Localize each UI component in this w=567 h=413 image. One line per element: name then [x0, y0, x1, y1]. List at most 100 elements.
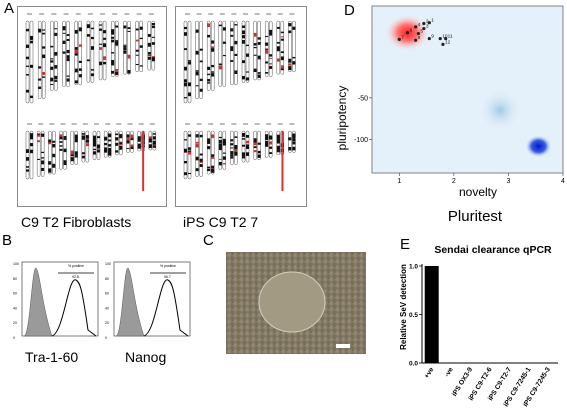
- hist-tra160-ytick: 40: [13, 306, 17, 310]
- chromosome-label-mark: [82, 123, 88, 125]
- karyotype-fibroblasts: [17, 6, 167, 207]
- chromosome-label-mark: [149, 123, 155, 125]
- chromosome: [135, 20, 139, 73]
- chromosome: [119, 130, 123, 156]
- pluritest-sample-point: [397, 37, 401, 42]
- chromosome: [96, 130, 101, 161]
- sex-chromosome-marker: [281, 131, 284, 191]
- pluritest-xlabel: novelty: [459, 185, 497, 199]
- chromosome: [127, 20, 131, 75]
- chromosome: [210, 130, 215, 175]
- chromosome: [268, 20, 273, 78]
- chromosome: [139, 20, 143, 73]
- chromosome: [78, 20, 82, 86]
- hist-nanog-gate-label: % positive: [160, 264, 176, 268]
- chromosome: [230, 130, 234, 165]
- chromosome-label-mark: [51, 13, 57, 15]
- pluritest-xtick-label: 4: [561, 178, 565, 185]
- chromosome: [264, 20, 269, 78]
- chromosome: [222, 20, 227, 87]
- hist-tra160-gate-label: % positive: [68, 264, 84, 268]
- pluritest-sample-point: [444, 36, 448, 41]
- pluritest-sample-label: 3: [426, 24, 429, 30]
- chromosome: [40, 130, 45, 177]
- panel-label-b: B: [2, 232, 13, 249]
- hist-nanog-ytick: 20: [105, 321, 109, 325]
- sendai-ylabel: Relative SeV detection: [399, 264, 408, 350]
- chromosome: [25, 20, 30, 104]
- chromosome: [36, 130, 41, 177]
- hist-nanog-isotype-control: [115, 267, 145, 337]
- chromosome: [90, 20, 95, 83]
- chromosome: [276, 20, 281, 75]
- chromosome-label-mark: [196, 13, 202, 15]
- chromosome: [264, 130, 269, 158]
- chromosome: [48, 130, 52, 175]
- chromosome-label-mark: [100, 13, 106, 15]
- pluritest-sample-label: 10: [442, 34, 448, 40]
- chromosome: [151, 20, 156, 71]
- sendai-category-label: +ve: [423, 366, 435, 380]
- panel-label-d: D: [344, 2, 355, 19]
- pluritest-sample-label: 1: [431, 18, 434, 24]
- pluritest-sample-label: 11: [448, 34, 453, 40]
- chromosome: [66, 20, 70, 87]
- chromosome: [107, 130, 112, 158]
- chromosome-label-mark: [219, 123, 225, 125]
- chromosome-label-mark: [185, 123, 190, 125]
- hist-nanog-ytick: 0: [105, 336, 107, 340]
- flow-histogram-tra160-plot: % positive 92.8 100 80 60 40 20 0: [13, 261, 99, 340]
- chromosome-label-mark: [87, 13, 93, 15]
- pluritest-ylabel: pluripotency: [335, 86, 349, 151]
- chromosome: [52, 130, 56, 175]
- chromosome: [292, 130, 296, 153]
- chromosome: [253, 130, 257, 161]
- chromosome: [218, 130, 223, 170]
- chromosome-label-mark: [75, 13, 81, 15]
- pluritest-sample-point: [422, 21, 426, 26]
- chromosome: [25, 130, 30, 180]
- chromosome: [206, 20, 211, 91]
- chromosome: [41, 20, 46, 100]
- pluritest-sample-label: 8: [418, 35, 421, 41]
- sex-chromosome-marker: [142, 131, 145, 191]
- pluritest-xtick-label: 3: [506, 178, 510, 185]
- pluritest-sample-label: 4: [418, 22, 421, 28]
- chromosome: [74, 20, 78, 86]
- chromosome-label-mark: [49, 123, 55, 125]
- pluritest-ytick-label: -100: [354, 137, 368, 144]
- pluritest-sample-point: [422, 26, 426, 31]
- chromosome: [54, 20, 58, 91]
- sendai-svg: Sendai clearance qPCR Relative SeV detec…: [399, 244, 558, 408]
- hist-tra160-isotype-control: [23, 267, 53, 337]
- chromosome: [218, 20, 223, 87]
- pluritest-sample-point: [438, 36, 442, 41]
- chromosome: [222, 130, 227, 170]
- chromosome: [152, 130, 157, 151]
- chromosome-label-mark: [136, 13, 142, 15]
- chromosome-label-mark: [185, 13, 190, 15]
- chromosome: [29, 20, 34, 104]
- pluritest-sample-label: 7: [401, 34, 404, 40]
- chromosome: [280, 20, 285, 75]
- chromosome-label-mark: [277, 13, 283, 15]
- chromosome: [59, 130, 63, 170]
- chromosome: [199, 20, 203, 100]
- pluritest-sample-point: [441, 42, 445, 47]
- hist-tra160-ytick: 80: [13, 277, 17, 281]
- chromosome-label-mark: [60, 123, 66, 125]
- chromosome-label-mark: [196, 123, 202, 125]
- chromosome-label-mark: [116, 123, 122, 125]
- chromosome: [253, 20, 257, 81]
- hist-tra160-stained: [51, 279, 97, 337]
- chromosome: [195, 130, 199, 177]
- chromosome: [230, 20, 234, 86]
- chromosome: [111, 20, 115, 78]
- sendai-title: Sendai clearance qPCR: [434, 244, 552, 256]
- flow-caption-tra160: Tra-1-60: [25, 349, 79, 365]
- hist-nanog-stained: [143, 279, 189, 337]
- chromosome-label-mark: [208, 123, 214, 125]
- chromosome: [103, 130, 108, 158]
- somatic-reference-density: [525, 135, 552, 158]
- chromosome: [257, 130, 261, 161]
